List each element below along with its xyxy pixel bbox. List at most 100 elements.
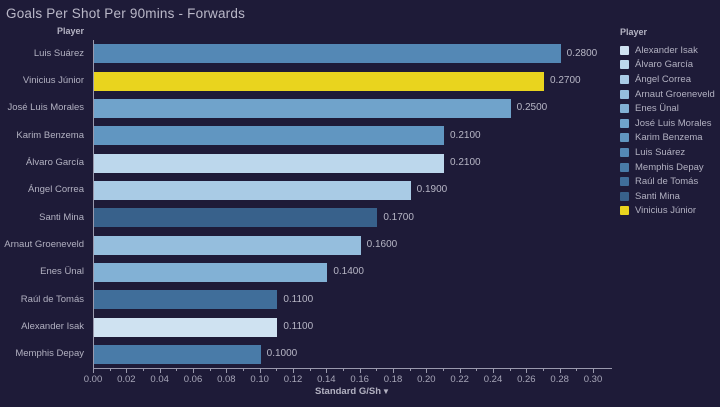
x-axis-major-tick bbox=[593, 369, 594, 373]
x-axis-major-tick bbox=[359, 369, 361, 373]
x-axis-tick-label: 0.00 bbox=[83, 374, 103, 385]
row-label[interactable]: Karim Benzema bbox=[16, 129, 84, 141]
bar[interactable] bbox=[94, 262, 328, 282]
bar[interactable] bbox=[94, 317, 278, 337]
value-label: 0.2100 bbox=[450, 129, 481, 141]
y-axis-line bbox=[93, 40, 94, 368]
x-axis-major-tick bbox=[159, 369, 161, 373]
legend-swatch-icon bbox=[620, 133, 629, 143]
legend-item[interactable]: Santi Mina bbox=[620, 189, 715, 204]
value-label: 0.2800 bbox=[566, 47, 598, 59]
x-axis-major-tick bbox=[459, 369, 461, 373]
legend-item[interactable]: José Luis Morales bbox=[620, 116, 715, 131]
legend-swatch-icon bbox=[620, 74, 629, 84]
bar[interactable] bbox=[94, 290, 278, 310]
row-label[interactable]: Alexander Isak bbox=[21, 321, 84, 332]
legend-item-label: Santi Mina bbox=[635, 190, 680, 202]
value-label: 0.2700 bbox=[550, 75, 581, 86]
row-label[interactable]: Ángel Correa bbox=[28, 184, 84, 196]
value-label: 0.1600 bbox=[366, 239, 398, 250]
x-axis-sort-button[interactable]: Standard G/Sh▼ bbox=[93, 386, 612, 397]
x-axis-minor-tick bbox=[109, 369, 111, 371]
x-axis-tick-label: 0.12 bbox=[283, 374, 303, 385]
legend-panel: Player Alexander Isak Álvaro García Ángel … bbox=[620, 27, 715, 218]
legend-item[interactable]: Alexander Isak bbox=[620, 43, 715, 58]
legend-swatch-icon bbox=[620, 60, 629, 70]
row-label[interactable]: Álvaro García bbox=[25, 157, 84, 168]
legend-item-label: Luis Suárez bbox=[635, 146, 686, 158]
x-axis-minor-tick bbox=[576, 369, 578, 371]
x-axis-minor-tick bbox=[343, 369, 344, 371]
legend-item[interactable]: Enes Ünal bbox=[620, 101, 715, 116]
row-label[interactable]: Enes Ünal bbox=[40, 266, 84, 278]
x-axis-minor-tick bbox=[376, 369, 378, 371]
row-label[interactable]: Raúl de Tomás bbox=[20, 293, 84, 305]
x-axis-major-tick bbox=[326, 369, 328, 373]
x-axis-major-tick bbox=[393, 369, 394, 373]
x-axis-major-tick bbox=[259, 369, 261, 373]
legend-item[interactable]: Memphis Depay bbox=[620, 160, 715, 175]
bar[interactable] bbox=[94, 235, 361, 255]
value-label: 0.1400 bbox=[333, 266, 364, 278]
row-label[interactable]: José Luis Morales bbox=[7, 102, 84, 114]
row-label[interactable]: Memphis Depay bbox=[15, 348, 84, 360]
bar[interactable] bbox=[94, 71, 544, 91]
x-axis-tick-label: 0.22 bbox=[450, 374, 469, 385]
legend-item[interactable]: Arnaut Groeneveld bbox=[620, 87, 715, 102]
x-axis-minor-tick bbox=[209, 369, 211, 371]
legend-item-label: Vinicius Júnior bbox=[635, 205, 697, 217]
legend-item[interactable]: Vinicius Júnior bbox=[620, 204, 715, 219]
row-label[interactable]: Luis Suárez bbox=[33, 47, 84, 59]
legend-item[interactable]: Raúl de Tomás bbox=[620, 174, 715, 189]
legend-item[interactable]: Karim Benzema bbox=[620, 131, 715, 146]
value-label: 0.2100 bbox=[450, 157, 481, 168]
legend-swatch-icon bbox=[620, 45, 629, 55]
x-axis-minor-tick bbox=[276, 369, 278, 371]
x-axis-major-tick bbox=[559, 369, 561, 373]
row-label[interactable]: Vinicius Júnior bbox=[22, 75, 84, 86]
value-label: 0.1100 bbox=[283, 293, 314, 305]
x-axis-tick-label: 0.02 bbox=[117, 374, 136, 385]
legend-item-label: Álvaro García bbox=[635, 59, 694, 71]
bar[interactable] bbox=[94, 44, 561, 64]
x-axis-tick-label: 0.28 bbox=[550, 374, 569, 385]
x-axis-minor-tick bbox=[509, 369, 511, 371]
legend-swatch-icon bbox=[620, 162, 629, 172]
bar[interactable] bbox=[94, 126, 444, 146]
row-header-player: Player bbox=[56, 26, 84, 36]
x-axis-minor-tick bbox=[543, 369, 544, 371]
bar[interactable] bbox=[94, 98, 511, 118]
x-axis-major-tick bbox=[193, 369, 194, 373]
x-axis-major-tick bbox=[93, 369, 94, 373]
x-axis-line bbox=[93, 368, 612, 369]
row-label[interactable]: Santi Mina bbox=[39, 211, 84, 223]
x-axis-minor-tick bbox=[176, 369, 178, 371]
legend-item-label: Memphis Depay bbox=[635, 161, 704, 173]
x-axis-tick-label: 0.06 bbox=[183, 374, 203, 385]
row-label[interactable]: Arnaut Groeneveld bbox=[4, 239, 84, 250]
bar[interactable] bbox=[94, 180, 411, 200]
legend-swatch-icon bbox=[620, 177, 629, 187]
x-axis-major-tick bbox=[293, 369, 294, 373]
x-axis-minor-tick bbox=[243, 369, 244, 371]
legend-item[interactable]: Luis Suárez bbox=[620, 145, 715, 160]
sort-descending-icon: ▼ bbox=[382, 387, 390, 396]
legend-swatch-icon bbox=[620, 89, 629, 99]
legend-item[interactable]: Ángel Correa bbox=[620, 72, 715, 87]
bar[interactable] bbox=[94, 208, 378, 228]
x-axis-label: Standard G/Sh bbox=[315, 386, 382, 397]
legend-item-label: Ángel Correa bbox=[635, 73, 691, 85]
x-axis-tick-label: 0.20 bbox=[417, 374, 436, 385]
legend-swatch-icon bbox=[620, 206, 629, 216]
bar[interactable] bbox=[94, 344, 261, 364]
legend-item[interactable]: Álvaro García bbox=[620, 58, 715, 73]
legend-title: Player bbox=[620, 27, 648, 37]
x-axis-tick-label: 0.08 bbox=[217, 374, 236, 385]
x-axis-major-tick bbox=[426, 369, 428, 373]
x-axis-major-tick bbox=[126, 369, 128, 373]
legend-item-label: José Luis Morales bbox=[635, 117, 712, 129]
value-label: 0.1900 bbox=[416, 184, 448, 196]
x-axis-tick-label: 0.18 bbox=[383, 374, 403, 385]
x-axis-tick-label: 0.04 bbox=[150, 374, 169, 385]
bar[interactable] bbox=[94, 153, 444, 173]
